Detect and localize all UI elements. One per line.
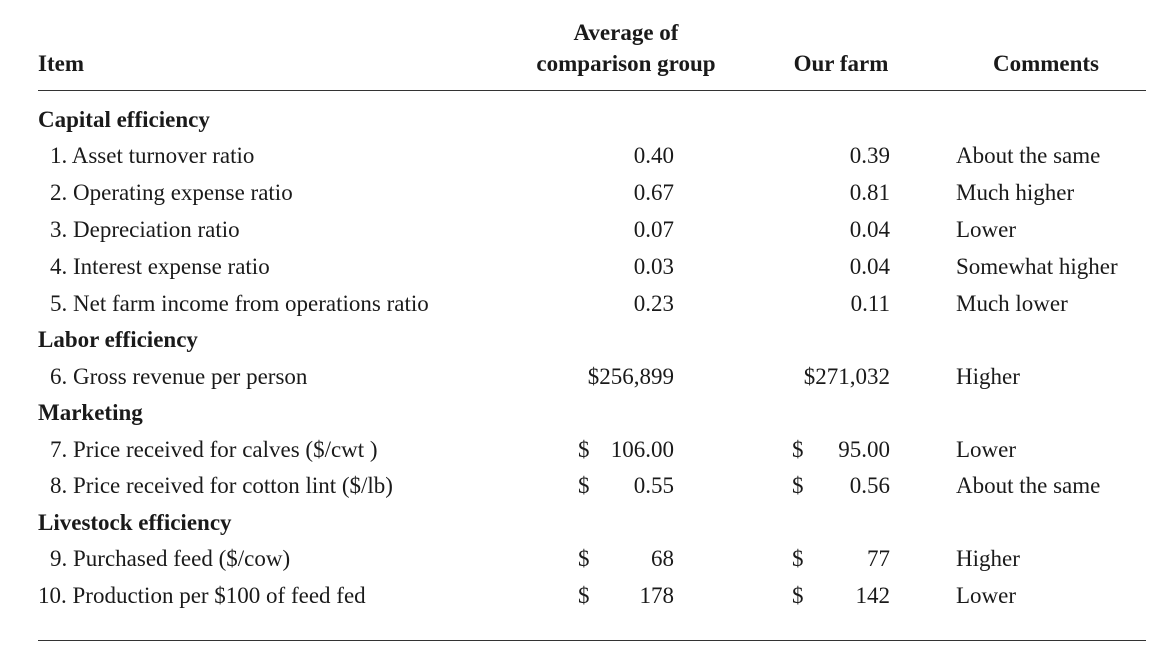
our-farm-currency-sign: $ [792,583,804,608]
item-label: 2. Operating expense ratio [50,180,293,205]
comment-text: Much lower [956,291,1068,316]
average-value: 68 [651,546,674,571]
average-value: 0.03 [633,254,674,279]
average-value: 0.55 [633,473,674,498]
header-average-line2: comparison group [536,51,716,76]
table-row: 2. Operating expense ratio 0.67 0.81 Much h… [0,180,1166,217]
table-row: 5. Net farm income from operations ratio… [0,291,1166,328]
section-row: Labor efficiency [0,327,1166,364]
our-farm-value: 0.11 [850,291,890,316]
item-label: 3. Depreciation ratio [50,217,240,242]
item-label: 4. Interest expense ratio [50,254,270,279]
our-farm-value: 0.39 [849,143,890,168]
our-farm-currency-sign: $ [792,437,804,462]
average-value: 0.40 [633,143,674,168]
comment-text: Somewhat higher [956,254,1118,279]
comment-text: Much higher [956,180,1075,205]
average-value: $256,899 [587,364,674,389]
comment-text: Higher [956,364,1020,389]
table-row: 4. Interest expense ratio 0.03 0.04 Somewha… [0,254,1166,291]
our-farm-value: 0.56 [849,473,890,498]
item-label: 7. Price received for calves ($/cwt ) [50,437,378,462]
section-heading: Marketing [38,400,143,425]
our-farm-value: 0.04 [849,254,890,279]
our-farm-currency-sign: $ [792,473,804,498]
comment-text: Lower [956,217,1017,242]
average-currency-sign: $ [578,546,590,571]
table-row: 1. Asset turnover ratio 0.40 0.39 About the… [0,143,1166,180]
our-farm-value: 77 [867,546,890,571]
our-farm-value: $271,032 [803,364,890,389]
table-row: 3. Depreciation ratio 0.07 0.04 Lower [0,217,1166,254]
our-farm-value: 0.04 [849,217,890,242]
average-value: 0.07 [633,217,674,242]
header-rule [38,90,1146,91]
our-farm-value: 142 [855,583,891,608]
table-row: 8. Price received for cotton lint ($/lb)… [0,473,1166,510]
our-farm-value: 0.81 [849,180,890,205]
header-item: Item [38,51,84,76]
comment-text: About the same [956,143,1101,168]
header-our-farm: Our farm [793,51,889,76]
average-currency-sign: $ [578,437,590,462]
comment-text: About the same [956,473,1101,498]
table-row: 9. Purchased feed ($/cow) $68 $77 Higher [0,546,1166,583]
footer-rule [38,640,1146,641]
section-heading: Labor efficiency [38,327,198,352]
item-label: 5. Net farm income from operations ratio [50,291,429,316]
item-label: 6. Gross revenue per person [50,364,308,389]
item-label: 1. Asset turnover ratio [50,143,255,168]
item-label: 10. Production per $100 of feed fed [38,583,366,608]
section-heading: Livestock efficiency [38,510,232,535]
average-value: 178 [639,583,675,608]
header-comments: Comments [992,51,1100,76]
table-row: 6. Gross revenue per person $256,899 $271,… [0,364,1166,401]
our-farm-value: 95.00 [838,437,890,462]
average-currency-sign: $ [578,473,590,498]
average-currency-sign: $ [578,583,590,608]
section-heading: Capital efficiency [38,107,210,132]
comment-text: Higher [956,546,1020,571]
average-value: 106.00 [610,437,674,462]
average-value: 0.23 [633,291,674,316]
our-farm-currency-sign: $ [792,546,804,571]
section-row: Marketing [0,400,1166,437]
item-label: 9. Purchased feed ($/cow) [50,546,291,571]
item-label: 8. Price received for cotton lint ($/lb) [50,473,393,498]
comment-text: Lower [956,583,1017,608]
header-average-line1: Average of [573,20,679,45]
average-value: 0.67 [633,180,674,205]
comment-text: Lower [956,437,1017,462]
header-average: Average of comparison group [506,17,746,79]
section-row: Livestock efficiency [0,510,1166,547]
table-row: 10. Production per $100 of feed fed $178 $… [0,583,1166,620]
table-row: 7. Price received for calves ($/cwt ) $10… [0,437,1166,474]
section-row: Capital efficiency [0,107,1166,144]
